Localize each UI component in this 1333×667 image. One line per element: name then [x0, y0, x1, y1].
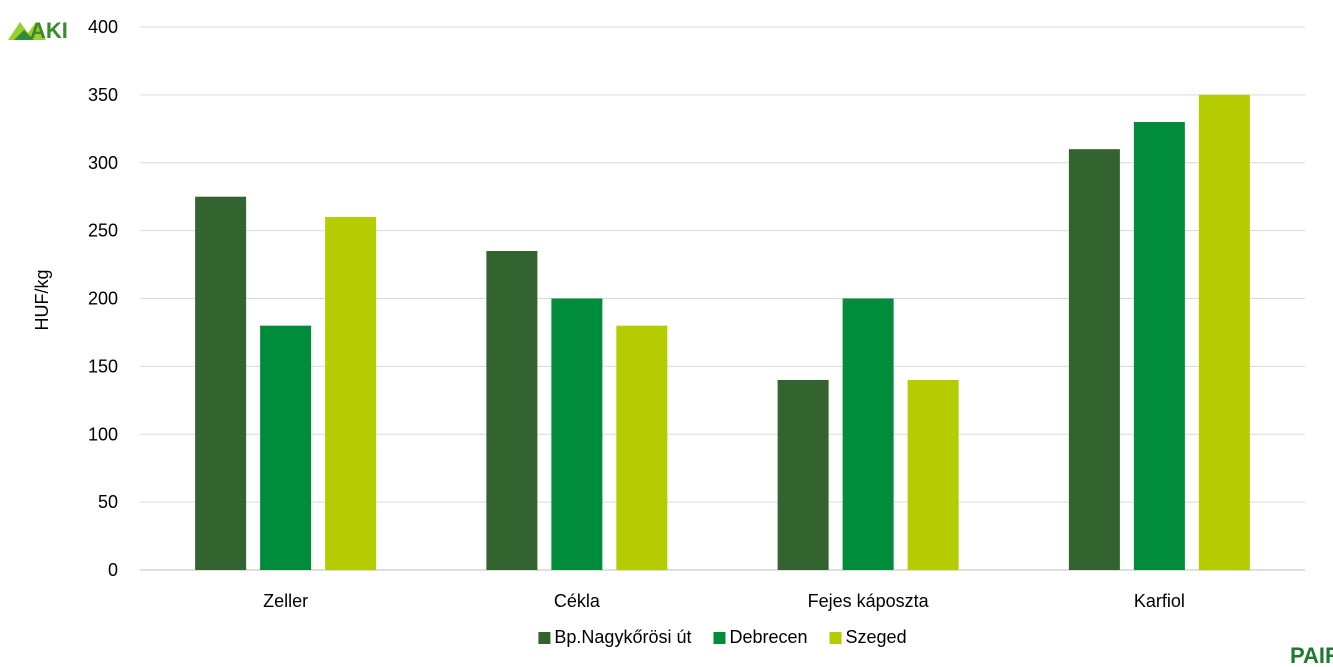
y-tick-label: 350	[88, 85, 118, 105]
y-tick-labels: 0 50 100 150 200 250 300 350 400	[88, 17, 118, 580]
bar	[195, 196, 247, 570]
bar	[1133, 122, 1185, 571]
y-tick-label: 100	[88, 424, 118, 444]
aki-logo: AKI	[8, 18, 68, 43]
bar	[1068, 149, 1120, 571]
y-axis-title: HUF/kg	[32, 269, 52, 330]
legend-swatch	[829, 632, 842, 644]
pair-logo-text: PAIR	[1290, 643, 1333, 667]
bar	[260, 325, 312, 570]
y-tick-label: 250	[88, 221, 118, 241]
y-tick-label: 0	[108, 560, 118, 580]
legend: Bp.Nagykőrösi út Debrecen Szeged	[538, 627, 907, 647]
x-tick-label: Zeller	[263, 591, 308, 611]
bar	[325, 217, 377, 571]
x-tick-label: Fejes káposzta	[808, 591, 930, 611]
bar	[777, 379, 829, 570]
y-tick-label: 200	[88, 289, 118, 309]
bars	[195, 94, 1250, 571]
legend-label: Szeged	[846, 627, 907, 647]
y-tick-label: 300	[88, 153, 118, 173]
bar	[486, 250, 538, 571]
legend-swatch	[538, 632, 551, 644]
bar	[1198, 94, 1250, 570]
legend-label: Debrecen	[729, 627, 807, 647]
legend-item: Bp.Nagykőrösi út	[538, 627, 691, 647]
bar	[842, 298, 894, 570]
gridlines	[140, 26, 1305, 571]
y-tick-label: 150	[88, 356, 118, 376]
x-tick-labels: Zeller Cékla Fejes káposzta Karfiol	[263, 591, 1185, 611]
bar	[907, 379, 959, 570]
bar	[616, 325, 668, 570]
legend-item: Szeged	[829, 627, 907, 647]
bar	[551, 298, 603, 570]
legend-swatch	[713, 632, 726, 644]
pair-logo: PAIR	[1290, 643, 1333, 667]
legend-item: Debrecen	[713, 627, 808, 647]
aki-logo-text: AKI	[30, 18, 68, 43]
x-tick-label: Karfiol	[1134, 591, 1185, 611]
y-tick-label: 400	[88, 17, 118, 37]
x-tick-label: Cékla	[554, 591, 601, 611]
y-tick-label: 50	[98, 492, 118, 512]
legend-label: Bp.Nagykőrösi út	[554, 627, 691, 647]
